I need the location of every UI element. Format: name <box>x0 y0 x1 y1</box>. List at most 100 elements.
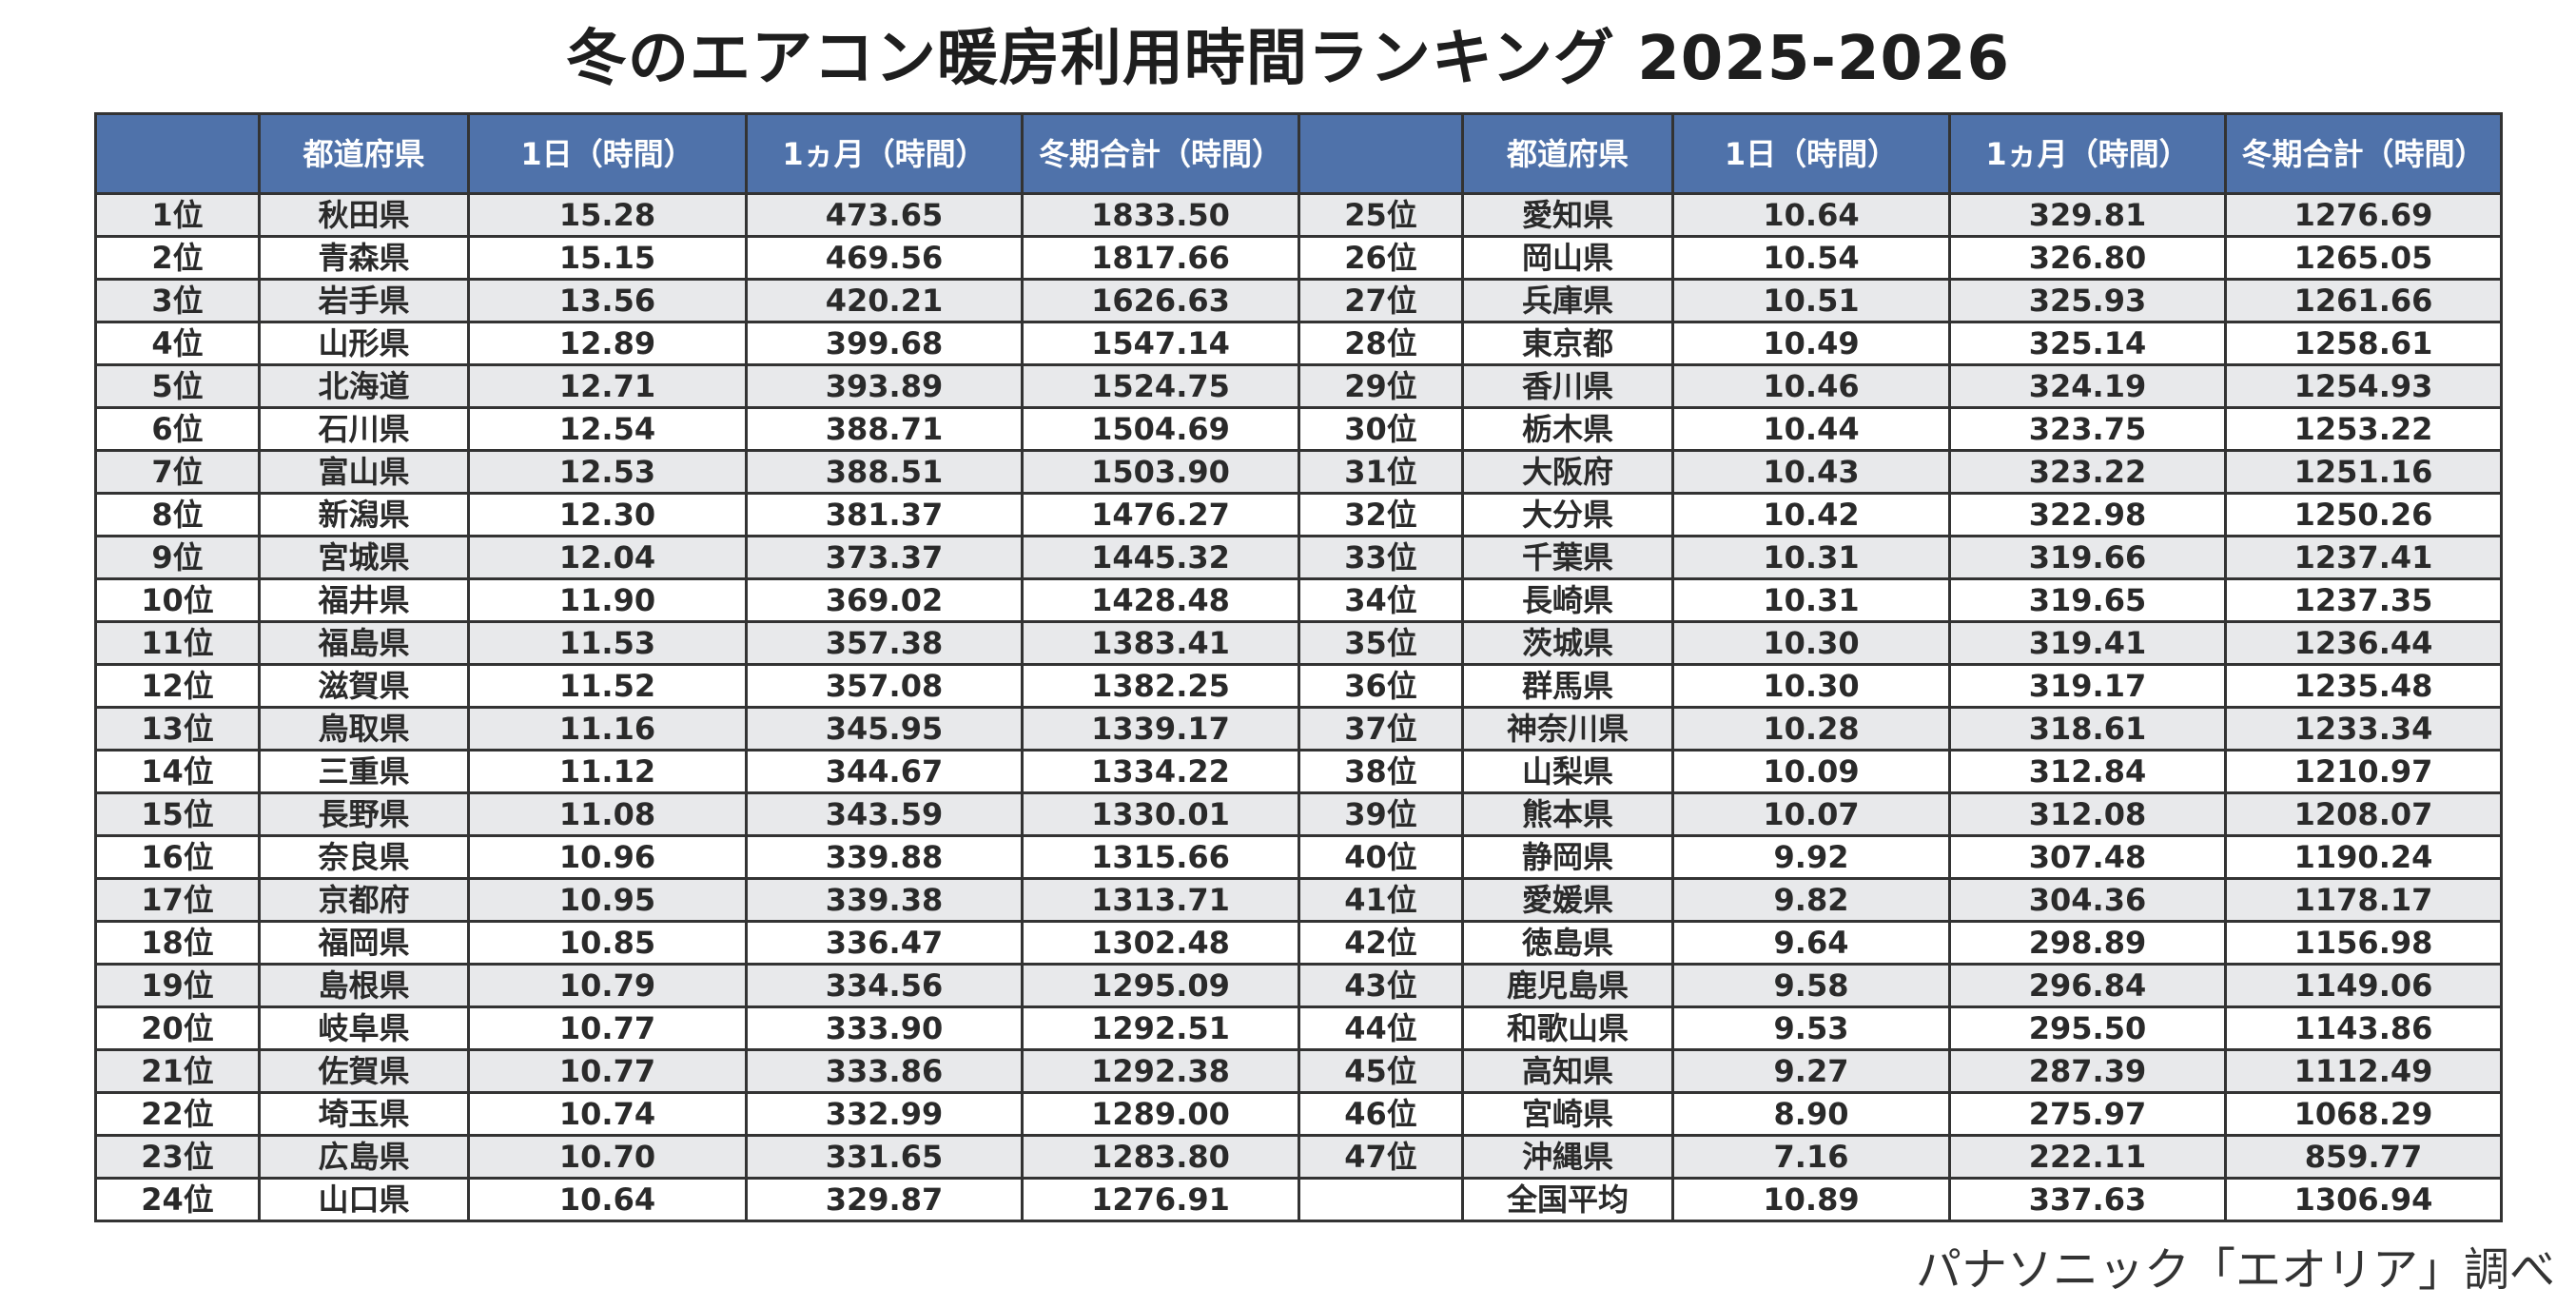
monthly-hours-cell: 331.65 <box>745 1134 1024 1180</box>
winter-total-cell: 1476.27 <box>1021 492 1300 537</box>
table-row: 10位 福井県 11.90 369.02 1428.48 34位 長崎県 10.31 319.6… <box>94 577 2503 623</box>
daily-hours-cell: 9.58 <box>1671 963 1951 1008</box>
winter-total-cell: 1156.98 <box>2224 920 2503 966</box>
prefecture-cell: 滋賀県 <box>258 663 470 709</box>
page-title: 冬のエアコン暖房利用時間ランキング 2025-2026 <box>565 24 2011 94</box>
ranking-table: 都道府県 1日（時間） 1ヵ月（時間） 冬期合計（時間） 都道府県 1日（時間）… <box>94 112 2503 1222</box>
monthly-hours-cell: 357.08 <box>745 663 1024 709</box>
header-rank <box>1298 112 1464 195</box>
daily-hours-cell: 13.56 <box>467 278 748 323</box>
winter-total-cell: 1292.51 <box>1021 1005 1300 1051</box>
winter-total-cell: 1250.26 <box>2224 492 2503 537</box>
prefecture-cell: 茨城県 <box>1461 620 1674 666</box>
monthly-hours-cell: 399.68 <box>745 321 1024 366</box>
prefecture-cell: 福島県 <box>258 620 470 666</box>
table-row: 9位 宮城県 12.04 373.37 1445.32 33位 千葉県 10.31 319.66… <box>94 535 2503 580</box>
prefecture-cell: 富山県 <box>258 449 470 495</box>
winter-total-cell: 1178.17 <box>2224 877 2503 923</box>
header-daily: 1日（時間） <box>467 112 748 195</box>
prefecture-cell: 高知県 <box>1461 1048 1674 1094</box>
monthly-hours-cell: 312.08 <box>1948 791 2227 837</box>
winter-total-cell: 1306.94 <box>2224 1177 2503 1222</box>
prefecture-cell: 鳥取県 <box>258 706 470 752</box>
prefecture-cell: 大阪府 <box>1461 449 1674 495</box>
winter-total-cell: 1190.24 <box>2224 834 2503 880</box>
daily-hours-cell: 9.64 <box>1671 920 1951 966</box>
prefecture-cell: 長崎県 <box>1461 577 1674 623</box>
winter-total-cell: 1626.63 <box>1021 278 1300 323</box>
prefecture-cell: 佐賀県 <box>258 1048 470 1094</box>
prefecture-cell: 三重県 <box>258 749 470 794</box>
table-row: 6位 石川県 12.54 388.71 1504.69 30位 栃木県 10.44 323.75… <box>94 406 2503 452</box>
daily-hours-cell: 9.92 <box>1671 834 1951 880</box>
daily-hours-cell: 10.31 <box>1671 535 1951 580</box>
winter-total-cell: 1504.69 <box>1021 406 1300 452</box>
header-monthly: 1ヵ月（時間） <box>1948 112 2227 195</box>
monthly-hours-cell: 324.19 <box>1948 363 2227 409</box>
winter-total-cell: 1258.61 <box>2224 321 2503 366</box>
rank-cell <box>1298 1177 1464 1222</box>
rank-cell: 21位 <box>94 1048 261 1094</box>
winter-total-cell: 1068.29 <box>2224 1091 2503 1137</box>
prefecture-cell: 東京都 <box>1461 321 1674 366</box>
table-row: 20位 岐阜県 10.77 333.90 1292.51 44位 和歌山県 9.53 295.5… <box>94 1005 2503 1051</box>
monthly-hours-cell: 357.38 <box>745 620 1024 666</box>
winter-total-cell: 1334.22 <box>1021 749 1300 794</box>
winter-total-cell: 859.77 <box>2224 1134 2503 1180</box>
daily-hours-cell: 10.46 <box>1671 363 1951 409</box>
rank-cell: 43位 <box>1298 963 1464 1008</box>
daily-hours-cell: 12.89 <box>467 321 748 366</box>
daily-hours-cell: 10.64 <box>1671 192 1951 238</box>
prefecture-cell: 和歌山県 <box>1461 1005 1674 1051</box>
winter-total-cell: 1547.14 <box>1021 321 1300 366</box>
daily-hours-cell: 12.54 <box>467 406 748 452</box>
daily-hours-cell: 10.07 <box>1671 791 1951 837</box>
daily-hours-cell: 10.95 <box>467 877 748 923</box>
daily-hours-cell: 11.08 <box>467 791 748 837</box>
prefecture-cell: 岡山県 <box>1461 235 1674 281</box>
winter-total-cell: 1292.38 <box>1021 1048 1300 1094</box>
winter-total-cell: 1112.49 <box>2224 1048 2503 1094</box>
rank-cell: 16位 <box>94 834 261 880</box>
prefecture-cell: 新潟県 <box>258 492 470 537</box>
prefecture-cell: 福井県 <box>258 577 470 623</box>
daily-hours-cell: 7.16 <box>1671 1134 1951 1180</box>
daily-hours-cell: 10.42 <box>1671 492 1951 537</box>
prefecture-cell: 宮城県 <box>258 535 470 580</box>
rank-cell: 3位 <box>94 278 261 323</box>
winter-total-cell: 1233.34 <box>2224 706 2503 752</box>
table-row: 21位 佐賀県 10.77 333.86 1292.38 45位 高知県 9.27 287.39… <box>94 1048 2503 1094</box>
monthly-hours-cell: 369.02 <box>745 577 1024 623</box>
prefecture-cell: 秋田県 <box>258 192 470 238</box>
rank-cell: 24位 <box>94 1177 261 1222</box>
table-row: 19位 島根県 10.79 334.56 1295.09 43位 鹿児島県 9.58 296.8… <box>94 963 2503 1008</box>
prefecture-cell: 広島県 <box>258 1134 470 1180</box>
daily-hours-cell: 10.44 <box>1671 406 1951 452</box>
rank-cell: 22位 <box>94 1091 261 1137</box>
monthly-hours-cell: 381.37 <box>745 492 1024 537</box>
monthly-hours-cell: 275.97 <box>1948 1091 2227 1137</box>
daily-hours-cell: 10.77 <box>467 1048 748 1094</box>
monthly-hours-cell: 343.59 <box>745 791 1024 837</box>
monthly-hours-cell: 222.11 <box>1948 1134 2227 1180</box>
header-rank <box>94 112 261 195</box>
daily-hours-cell: 9.82 <box>1671 877 1951 923</box>
prefecture-cell: 石川県 <box>258 406 470 452</box>
winter-total-cell: 1383.41 <box>1021 620 1300 666</box>
daily-hours-cell: 8.90 <box>1671 1091 1951 1137</box>
rank-cell: 37位 <box>1298 706 1464 752</box>
table-row: 4位 山形県 12.89 399.68 1547.14 28位 東京都 10.49 325.14… <box>94 321 2503 366</box>
winter-total-cell: 1236.44 <box>2224 620 2503 666</box>
prefecture-cell: 神奈川県 <box>1461 706 1674 752</box>
header-daily: 1日（時間） <box>1671 112 1951 195</box>
monthly-hours-cell: 344.67 <box>745 749 1024 794</box>
prefecture-cell: 福岡県 <box>258 920 470 966</box>
monthly-hours-cell: 332.99 <box>745 1091 1024 1137</box>
prefecture-cell: 宮崎県 <box>1461 1091 1674 1137</box>
prefecture-cell: 栃木県 <box>1461 406 1674 452</box>
winter-total-cell: 1235.48 <box>2224 663 2503 709</box>
rank-cell: 8位 <box>94 492 261 537</box>
prefecture-cell: 埼玉県 <box>258 1091 470 1137</box>
daily-hours-cell: 12.71 <box>467 363 748 409</box>
winter-total-cell: 1382.25 <box>1021 663 1300 709</box>
